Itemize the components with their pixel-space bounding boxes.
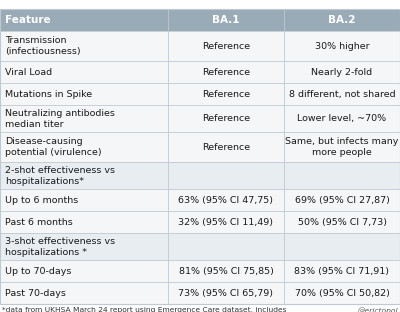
Text: Disease-causing
potential (virulence): Disease-causing potential (virulence) bbox=[5, 137, 102, 158]
Text: Past 6 months: Past 6 months bbox=[5, 218, 72, 227]
Bar bbox=[0, 9, 168, 32]
Text: 73% (95% CI 65,79): 73% (95% CI 65,79) bbox=[178, 289, 274, 298]
Bar bbox=[168, 162, 284, 189]
Text: *data from UKHSA March 24 report using Emergence Care dataset, includes: *data from UKHSA March 24 report using E… bbox=[2, 308, 286, 312]
Text: 2-shot effectiveness vs
hospitalizations*: 2-shot effectiveness vs hospitalizations… bbox=[5, 166, 115, 186]
Text: 50% (95% CI 7,73): 50% (95% CI 7,73) bbox=[298, 218, 386, 227]
Bar bbox=[284, 282, 400, 305]
Bar bbox=[168, 211, 284, 233]
Bar bbox=[168, 233, 284, 260]
Bar bbox=[168, 260, 284, 282]
Text: Viral Load: Viral Load bbox=[5, 68, 52, 77]
Bar bbox=[0, 233, 168, 260]
Bar bbox=[0, 105, 168, 132]
Bar bbox=[0, 189, 168, 211]
Text: Reference: Reference bbox=[202, 90, 250, 99]
Bar bbox=[168, 9, 284, 32]
Bar bbox=[168, 282, 284, 305]
Text: 3-shot effectiveness vs
hospitalizations *: 3-shot effectiveness vs hospitalizations… bbox=[5, 237, 115, 257]
Bar bbox=[284, 211, 400, 233]
Bar bbox=[0, 83, 168, 105]
Text: Lower level, ~70%: Lower level, ~70% bbox=[298, 115, 386, 123]
Bar bbox=[284, 132, 400, 162]
Text: 81% (95% CI 75,85): 81% (95% CI 75,85) bbox=[178, 267, 274, 276]
Bar bbox=[284, 233, 400, 260]
Text: 70% (95% CI 50,82): 70% (95% CI 50,82) bbox=[294, 289, 390, 298]
Text: Same, but infects many
more people: Same, but infects many more people bbox=[285, 137, 399, 158]
Text: Mutations in Spike: Mutations in Spike bbox=[5, 90, 92, 99]
Text: Neutralizing antibodies
median titer: Neutralizing antibodies median titer bbox=[5, 109, 115, 129]
Bar bbox=[0, 260, 168, 282]
Bar bbox=[0, 61, 168, 83]
Bar bbox=[284, 32, 400, 61]
Bar bbox=[284, 105, 400, 132]
Text: Reference: Reference bbox=[202, 143, 250, 152]
Bar bbox=[0, 132, 168, 162]
Text: @erictopol: @erictopol bbox=[357, 308, 398, 312]
Text: BA.2: BA.2 bbox=[328, 15, 356, 25]
Text: 32% (95% CI 11,49): 32% (95% CI 11,49) bbox=[178, 218, 274, 227]
Bar bbox=[0, 32, 168, 61]
Text: 30% higher: 30% higher bbox=[315, 42, 369, 51]
Text: 83% (95% CI 71,91): 83% (95% CI 71,91) bbox=[294, 267, 390, 276]
Text: Reference: Reference bbox=[202, 115, 250, 123]
Bar bbox=[284, 61, 400, 83]
Text: Up to 6 months: Up to 6 months bbox=[5, 196, 78, 205]
Text: Transmission
(infectiousness): Transmission (infectiousness) bbox=[5, 36, 80, 56]
Text: 8 different, not shared: 8 different, not shared bbox=[289, 90, 395, 99]
Text: 69% (95% CI 27,87): 69% (95% CI 27,87) bbox=[294, 196, 390, 205]
Bar bbox=[168, 105, 284, 132]
Bar bbox=[284, 260, 400, 282]
Bar bbox=[168, 32, 284, 61]
Bar bbox=[0, 282, 168, 305]
Text: Up to 70-days: Up to 70-days bbox=[5, 267, 71, 276]
Text: Reference: Reference bbox=[202, 42, 250, 51]
Bar bbox=[0, 211, 168, 233]
Text: Reference: Reference bbox=[202, 68, 250, 77]
Bar bbox=[168, 189, 284, 211]
Bar bbox=[168, 83, 284, 105]
Bar bbox=[0, 162, 168, 189]
Text: Feature: Feature bbox=[5, 15, 50, 25]
Bar bbox=[284, 83, 400, 105]
Bar bbox=[168, 132, 284, 162]
Text: Past 70-days: Past 70-days bbox=[5, 289, 66, 298]
Bar bbox=[284, 162, 400, 189]
Text: BA.1: BA.1 bbox=[212, 15, 240, 25]
Text: 63% (95% CI 47,75): 63% (95% CI 47,75) bbox=[178, 196, 274, 205]
Bar bbox=[284, 189, 400, 211]
Bar bbox=[168, 61, 284, 83]
Text: Nearly 2-fold: Nearly 2-fold bbox=[312, 68, 372, 77]
Bar bbox=[284, 9, 400, 32]
